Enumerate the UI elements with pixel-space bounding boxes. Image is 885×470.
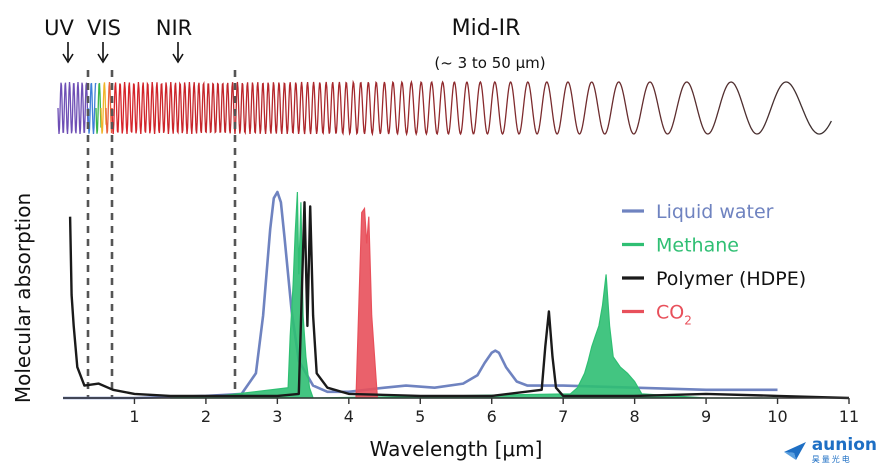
legend-label-co2-subscript: 2 <box>684 314 692 328</box>
legend-label-methane: Methane <box>656 235 739 257</box>
series-group <box>63 190 850 400</box>
wave-vis-red <box>105 82 113 134</box>
legend-label-liquid-water: Liquid water <box>656 201 774 223</box>
arrow-uv-head <box>62 53 74 64</box>
region-label-nir: NIR <box>156 16 193 40</box>
y-axis-label: Molecular absorption <box>11 193 35 403</box>
x-tick-label: 6 <box>487 407 497 426</box>
legend-label-co2-main: CO <box>656 302 684 324</box>
region-dividers <box>86 70 237 398</box>
aunion-logo: aunion 昊量光电 <box>782 437 877 464</box>
x-tick-label: 7 <box>558 407 568 426</box>
x-tick-label: 9 <box>701 407 711 426</box>
x-tick-label: 3 <box>272 407 282 426</box>
x-tick-label: 8 <box>630 407 640 426</box>
series-co2-area <box>355 206 379 399</box>
wave-infrared <box>111 79 832 137</box>
legend-label-polymer-hdpe: Polymer (HDPE) <box>656 268 806 290</box>
x-axis-label: Wavelength [μm] <box>370 437 543 461</box>
legend: Liquid water Methane Polymer (HDPE) CO2 <box>622 201 806 328</box>
x-tick-label: 1 <box>129 407 139 426</box>
x-axis: 1 2 3 4 5 6 7 8 9 10 11 <box>63 397 859 426</box>
wave-vis-yellow <box>100 82 107 134</box>
x-tick-label: 4 <box>344 407 354 426</box>
region-label-vis: VIS <box>87 16 121 40</box>
series-polymer-hdpe-line <box>68 201 850 400</box>
aunion-logo-icon <box>783 441 806 460</box>
region-label-uv: UV <box>44 16 74 40</box>
x-tick-label: 2 <box>201 407 211 426</box>
x-tick-label: 5 <box>415 407 425 426</box>
wave-vis-blue <box>87 82 97 135</box>
series-methane-area <box>170 191 778 399</box>
region-note-mid-ir: (~ 3 to 50 μm) <box>434 54 545 72</box>
wave-vis-green <box>95 82 102 134</box>
x-tick-label: 11 <box>839 407 859 426</box>
region-label-mid-ir: Mid-IR <box>452 16 521 41</box>
x-tick-label: 10 <box>767 407 787 426</box>
region-labels: UV VIS NIR Mid-IR (~ 3 to 50 μm) <box>44 16 545 72</box>
arrow-nir-head <box>172 53 184 64</box>
wave-uv <box>57 82 89 134</box>
legend-label-co2: CO2 <box>656 302 692 328</box>
wave-illustration <box>57 79 832 137</box>
arrow-vis-head <box>97 53 109 64</box>
